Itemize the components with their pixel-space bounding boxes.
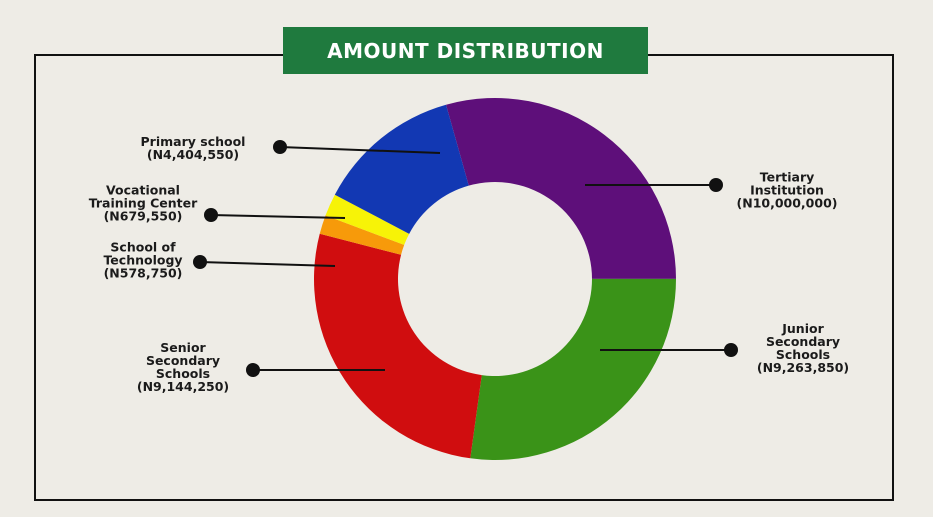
leader-line <box>199 261 336 267</box>
segment-label: Primary school (N4,404,550) <box>128 135 258 161</box>
chart-title: AMOUNT DISTRIBUTION <box>283 27 648 74</box>
category-label: Vocational Training Center <box>88 182 198 211</box>
leader-dot <box>273 140 287 154</box>
donut-segment <box>319 215 405 255</box>
donut-segment <box>334 104 469 234</box>
value-label: (N9,263,850) <box>756 360 850 375</box>
category-label: Junior Secondary Schools <box>765 321 841 362</box>
value-label: (N578,750) <box>103 265 183 281</box>
leader-line <box>210 214 346 219</box>
value-label: (N679,550) <box>103 208 183 224</box>
donut-segment <box>325 194 410 245</box>
leader-dot <box>724 343 738 357</box>
value-label: (N4,404,550) <box>146 147 240 162</box>
segment-label: School of Technology (N578,750) <box>93 241 193 280</box>
category-label: Senior Secondary Schools <box>145 340 221 381</box>
leader-dot <box>709 178 723 192</box>
value-label: (N9,144,250) <box>136 379 230 394</box>
leader-dot <box>204 208 218 222</box>
leader-dot <box>246 363 260 377</box>
category-label: Primary school <box>140 134 246 149</box>
leader-line <box>279 146 441 154</box>
category-label: School of Technology <box>103 239 183 268</box>
segment-label: Tertiary Institution (N10,000,000) <box>732 171 842 210</box>
segment-label: Vocational Training Center (N679,550) <box>88 184 198 223</box>
segment-label: Senior Secondary Schools (N9,144,250) <box>133 341 233 393</box>
leader-dot <box>193 255 207 269</box>
value-label: (N10,000,000) <box>736 195 838 211</box>
donut-segment <box>470 278 676 460</box>
segment-label: Junior Secondary Schools (N9,263,850) <box>753 322 853 374</box>
donut-segment <box>446 98 676 279</box>
donut-segment <box>314 233 482 459</box>
category-label: Tertiary Institution <box>750 169 824 198</box>
